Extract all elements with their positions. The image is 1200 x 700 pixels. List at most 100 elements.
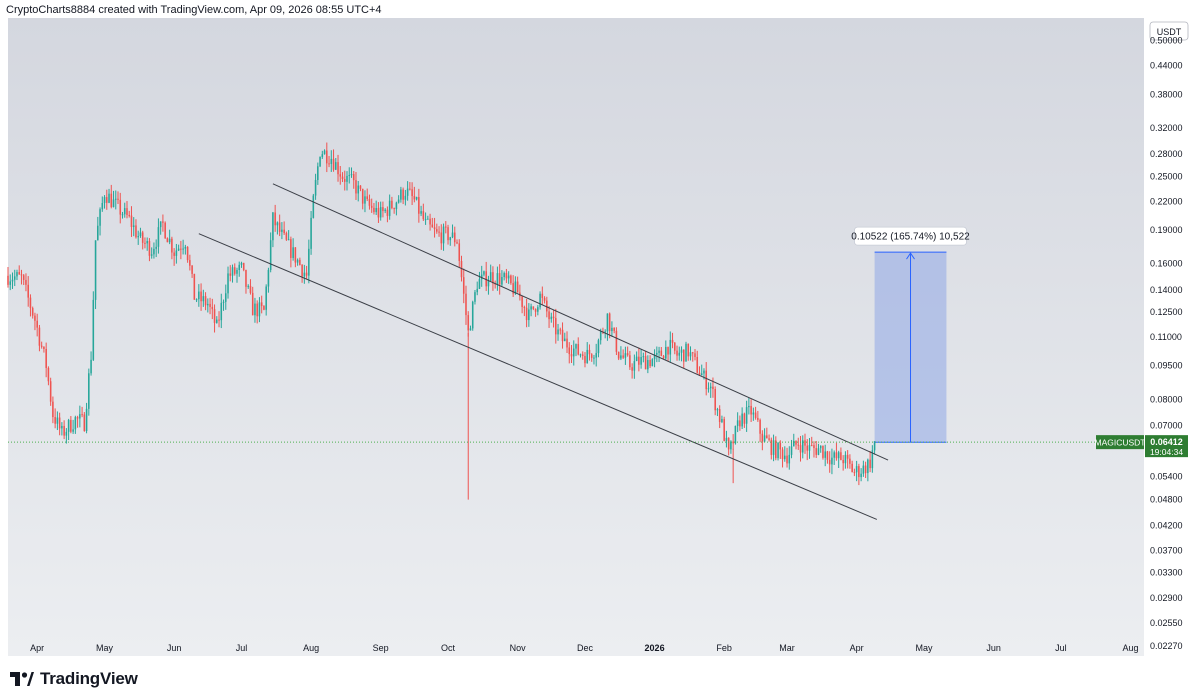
candle-body: [323, 150, 326, 155]
candle-body: [182, 248, 184, 250]
candle-body: [58, 417, 61, 429]
candle-body: [90, 359, 92, 374]
candle-body: [485, 271, 487, 287]
candle-body: [458, 243, 461, 262]
candle-body: [377, 208, 380, 218]
candle-body: [411, 189, 413, 197]
candle-body: [251, 292, 254, 316]
price-tick-label: 0.05400: [1150, 471, 1183, 481]
candle-body: [512, 283, 514, 294]
candle-body: [198, 291, 200, 300]
candle-body: [579, 354, 582, 356]
candle-body: [260, 302, 263, 307]
candle-body: [644, 356, 647, 370]
candle-body: [13, 276, 16, 280]
candle-body: [164, 222, 166, 239]
candle-body: [712, 386, 714, 390]
candle-body: [730, 441, 732, 450]
candle-body: [258, 302, 261, 317]
price-tick-label: 0.19000: [1150, 225, 1183, 235]
candle-body: [132, 225, 135, 227]
candle-body: [813, 445, 815, 449]
candle-body: [334, 162, 337, 170]
candle-body: [873, 441, 876, 451]
candle-body: [667, 346, 669, 355]
price-tick-label: 0.32000: [1150, 123, 1183, 133]
candle-body: [204, 296, 207, 306]
candle-body: [766, 435, 768, 439]
candle-body: [507, 275, 510, 279]
candle-body: [532, 306, 535, 309]
candle-body: [537, 307, 539, 312]
candle-body: [319, 156, 321, 167]
candle-body: [678, 352, 681, 356]
candle-body: [723, 419, 725, 441]
candle-body: [846, 454, 849, 459]
candle-body: [471, 301, 474, 329]
candle-body: [242, 262, 245, 270]
price-tick-label: 0.02270: [1150, 641, 1183, 651]
candle-body: [343, 179, 346, 182]
candle-body: [312, 195, 315, 218]
candle-body: [184, 246, 187, 249]
candle-body: [45, 348, 47, 368]
price-tick-label: 0.11000: [1150, 332, 1182, 342]
candle-body: [168, 238, 171, 243]
candle-body: [299, 259, 301, 265]
candle-body: [462, 277, 465, 294]
candle-body: [613, 327, 615, 331]
candle-body: [256, 303, 258, 317]
trendline-channel-lower: [198, 233, 878, 520]
candle-body: [296, 259, 299, 263]
candle-body: [831, 457, 833, 465]
candle-body: [620, 355, 622, 359]
candle-body: [561, 329, 564, 342]
candle-body: [640, 357, 642, 365]
candle-body: [871, 450, 874, 469]
time-tick-label: Aug: [303, 643, 319, 653]
candle-body: [117, 198, 119, 200]
candle-body: [801, 440, 804, 453]
candle-body: [844, 454, 847, 464]
candle-body: [16, 272, 18, 277]
candle-body: [22, 275, 25, 280]
candle-body: [797, 444, 800, 446]
candle-body: [604, 331, 606, 333]
candle-body: [341, 176, 344, 180]
candle-body: [815, 448, 818, 455]
time-tick-label: 2026: [645, 643, 665, 653]
candle-body: [175, 250, 178, 256]
candle-body: [79, 414, 81, 419]
candle-body: [404, 195, 407, 200]
candle-body: [144, 242, 146, 244]
time-tick-label: Apr: [30, 643, 44, 653]
candle-body: [200, 291, 202, 302]
candle-body: [597, 340, 600, 354]
candle-body: [786, 455, 788, 464]
candle-body: [768, 438, 770, 440]
candle-body: [391, 200, 393, 209]
price-tick-label: 0.03700: [1150, 545, 1183, 555]
candle-body: [135, 225, 137, 238]
candle-body: [523, 306, 526, 308]
candle-body: [249, 285, 252, 293]
candle-body: [56, 417, 59, 424]
price-tick-label: 0.07000: [1150, 420, 1183, 430]
candle-body: [784, 455, 786, 460]
candle-body: [303, 272, 306, 277]
candles-layer: [7, 142, 876, 486]
price-range-projection[interactable]: 0.10522 (165.74%) 10,522: [851, 226, 970, 443]
candle-body: [7, 275, 9, 285]
candle-body: [718, 409, 721, 422]
candle-body: [761, 433, 764, 442]
candle-body: [177, 248, 180, 251]
time-axis[interactable]: Apr May Jun Jul Aug Sep Oct Nov Dec 2026 Feb Mar Apr…: [30, 643, 1138, 653]
candle-body: [685, 343, 687, 362]
candle-body: [528, 309, 530, 321]
tradingview-logo[interactable]: TradingView: [10, 668, 138, 690]
candle-body: [689, 352, 692, 357]
time-tick-label: Dec: [577, 643, 594, 653]
candle-body: [727, 437, 730, 450]
